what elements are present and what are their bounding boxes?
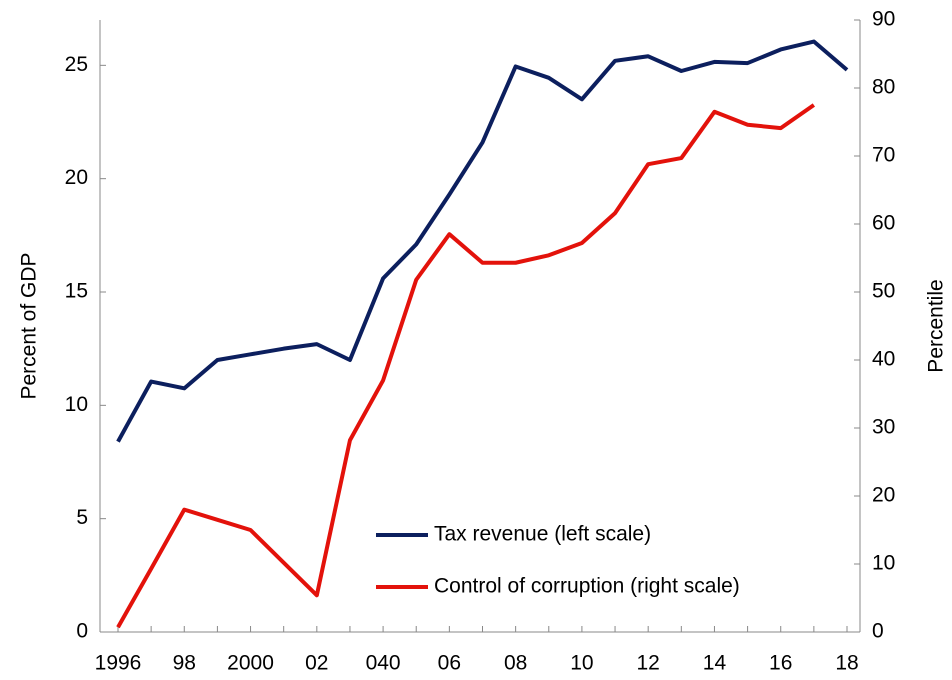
x-tick-label: 14 (703, 652, 727, 675)
x-tick-label: 08 (504, 652, 527, 675)
x-tick-label: 98 (173, 652, 196, 675)
series-line (116, 103, 816, 629)
y2-tick-label: 10 (872, 552, 895, 575)
y-tick-label: 15 (65, 280, 88, 303)
y2-tick-label: 20 (872, 484, 895, 507)
y2-tick-label: 90 (872, 8, 895, 31)
y2-tick-label: 80 (872, 76, 895, 99)
y2-tick-label: 60 (872, 212, 895, 235)
x-tick-label: 16 (769, 652, 792, 675)
y2-axis-label: Percentile (925, 279, 948, 372)
x-tick-label: 10 (570, 652, 593, 675)
x-tick-label: 12 (637, 652, 660, 675)
x-tick-label: 2000 (227, 652, 274, 675)
legend-label: Tax revenue (left scale) (434, 523, 651, 546)
y2-tick-label: 70 (872, 144, 895, 167)
y-tick-label: 10 (65, 393, 88, 416)
x-tick-label: 06 (438, 652, 461, 675)
x-tick-label: 02 (305, 652, 328, 675)
y2-tick-label: 0 (872, 620, 884, 643)
y-tick-label: 25 (65, 53, 88, 76)
y-tick-label: 0 (76, 620, 88, 643)
series-line (116, 39, 849, 443)
y2-tick-label: 40 (872, 348, 895, 371)
x-tick-label: 040 (366, 652, 401, 675)
legend-label: Control of corruption (right scale) (434, 575, 740, 598)
x-tick-label: 1996 (95, 652, 142, 675)
x-tick-label: 18 (835, 652, 858, 675)
y-axis-label: Percent of GDP (18, 252, 41, 399)
y-tick-label: 5 (76, 506, 88, 529)
y2-tick-label: 30 (872, 416, 895, 439)
y-tick-label: 20 (65, 166, 88, 189)
y2-tick-label: 50 (872, 280, 895, 303)
